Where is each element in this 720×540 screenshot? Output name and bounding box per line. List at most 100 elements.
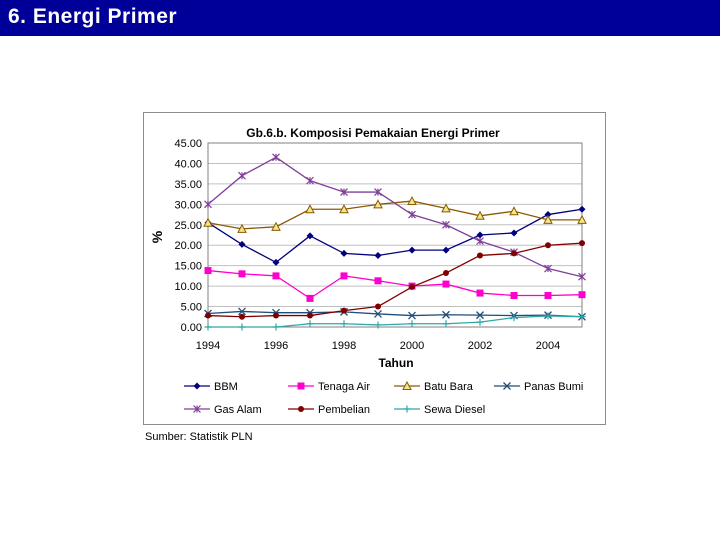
data-point-tenaga-air [306,294,314,302]
y-axis-label: % [149,230,165,243]
chart-title: Gb.6.b. Komposisi Pemakaian Energi Prime… [246,126,500,140]
data-point-gas-alam [272,153,280,162]
data-point-gas-alam [238,171,246,180]
x-tick-label: 1996 [264,340,288,352]
legend-marker [297,382,305,390]
legend-item-pembelian: Pembelian [288,404,370,416]
y-tick-label: 25.00 [174,220,202,232]
data-point-batu-bara [509,206,519,216]
legend-label: Gas Alam [214,404,262,416]
data-point-sewa-diesel [374,321,382,329]
x-tick-labels: 1994 1996 1998 2000 2002 2004 [196,340,560,352]
legend-label: Batu Bara [424,381,474,393]
y-tick-label: 15.00 [174,261,202,273]
legend-label: BBM [214,381,238,393]
data-point-pembelian [239,313,245,320]
y-tick-label: 10.00 [174,281,202,293]
legend: BBM Tenaga Air Batu Bara Panas Bumi Gas Alam… [184,380,583,416]
data-point-sewa-diesel [442,320,450,328]
data-point-batu-bara [305,204,315,214]
legend-item-gas-alam: Gas Alam [184,404,262,416]
legend-item-panas-bumi: Panas Bumi [494,381,583,393]
legend-item-sewa-diesel: Sewa Diesel [394,404,485,416]
data-point-gas-alam [306,176,314,185]
data-point-bbm [510,229,518,237]
data-point-gas-alam [408,210,416,219]
series-sewa-diesel [204,312,586,331]
slide-title: 6. Energi Primer [8,5,178,28]
data-point-pembelian [205,312,211,319]
data-point-pembelian [273,312,279,319]
data-point-pembelian [477,252,483,259]
y-tick-label: 35.00 [174,179,202,191]
series-pembelian [205,240,585,320]
y-tick-label: 30.00 [174,199,202,211]
data-point-panas-bumi [238,307,246,316]
series-line-bbm [207,208,583,264]
data-point-pembelian [545,242,551,249]
data-point-batu-bara [339,204,349,214]
data-point-batu-bara [543,214,553,224]
data-point-tenaga-air [238,270,246,278]
data-point-sewa-diesel [578,313,586,321]
series-line-gas-alam [207,156,583,278]
data-point-gas-alam [340,188,348,196]
title-bar: 6. Energi Primer [0,0,720,36]
series-line-sewa-diesel [208,315,583,328]
data-point-batu-bara [407,195,417,206]
data-point-batu-bara [441,203,451,213]
data-point-gas-alam [476,237,484,246]
data-point-sewa-diesel [408,320,416,328]
data-point-batu-bara [271,221,281,231]
grid-layer [207,142,583,328]
legend-marker [298,406,304,412]
legend-item-bbm: BBM [184,381,238,393]
x-tick-label: 2000 [400,340,424,352]
y-tick-label: 20.00 [174,240,202,252]
data-point-gas-alam [204,200,212,209]
data-point-sewa-diesel [306,320,314,328]
data-point-tenaga-air [544,292,552,300]
data-point-batu-bara [203,217,213,227]
data-point-bbm [408,246,416,254]
series-line-tenaga-air [207,269,583,300]
y-tick-label: 0.00 [181,322,202,334]
data-point-pembelian [409,283,415,290]
legend-label: Pembelian [318,404,370,416]
data-point-bbm [238,240,246,248]
data-point-bbm [306,232,314,240]
legend-item-batu-bara: Batu Bara [394,380,474,393]
data-point-bbm [340,249,348,257]
data-point-tenaga-air [510,292,518,300]
data-point-tenaga-air [476,289,484,297]
data-point-tenaga-air [204,267,212,275]
data-point-pembelian [443,270,449,277]
x-tick-label: 1994 [196,340,220,352]
data-point-tenaga-air [578,291,586,299]
data-point-gas-alam [544,264,552,273]
legend-label: Panas Bumi [524,381,583,393]
series-line-panas-bumi [207,310,583,318]
series-batu-bara [203,195,587,233]
legend-item-tenaga-air: Tenaga Air [288,381,370,393]
legend-label: Tenaga Air [318,381,370,393]
data-point-sewa-diesel [204,323,212,331]
legend-label: Sewa Diesel [424,404,485,416]
data-point-batu-bara [577,214,587,224]
data-point-pembelian [307,312,313,319]
data-point-bbm [578,205,586,213]
data-point-tenaga-air [340,272,348,280]
y-tick-label: 40.00 [174,158,202,170]
data-point-bbm [272,258,280,266]
data-point-gas-alam [578,272,586,281]
data-point-pembelian [579,240,585,247]
data-point-gas-alam [442,220,450,229]
y-tick-label: 5.00 [181,302,202,314]
data-point-sewa-diesel [340,320,348,328]
x-tick-label: 2004 [536,340,560,352]
data-point-sewa-diesel [510,314,518,322]
series-panas-bumi [204,307,586,321]
series-line-pembelian [207,242,583,318]
data-point-bbm [374,251,382,259]
legend-marker [402,380,412,390]
